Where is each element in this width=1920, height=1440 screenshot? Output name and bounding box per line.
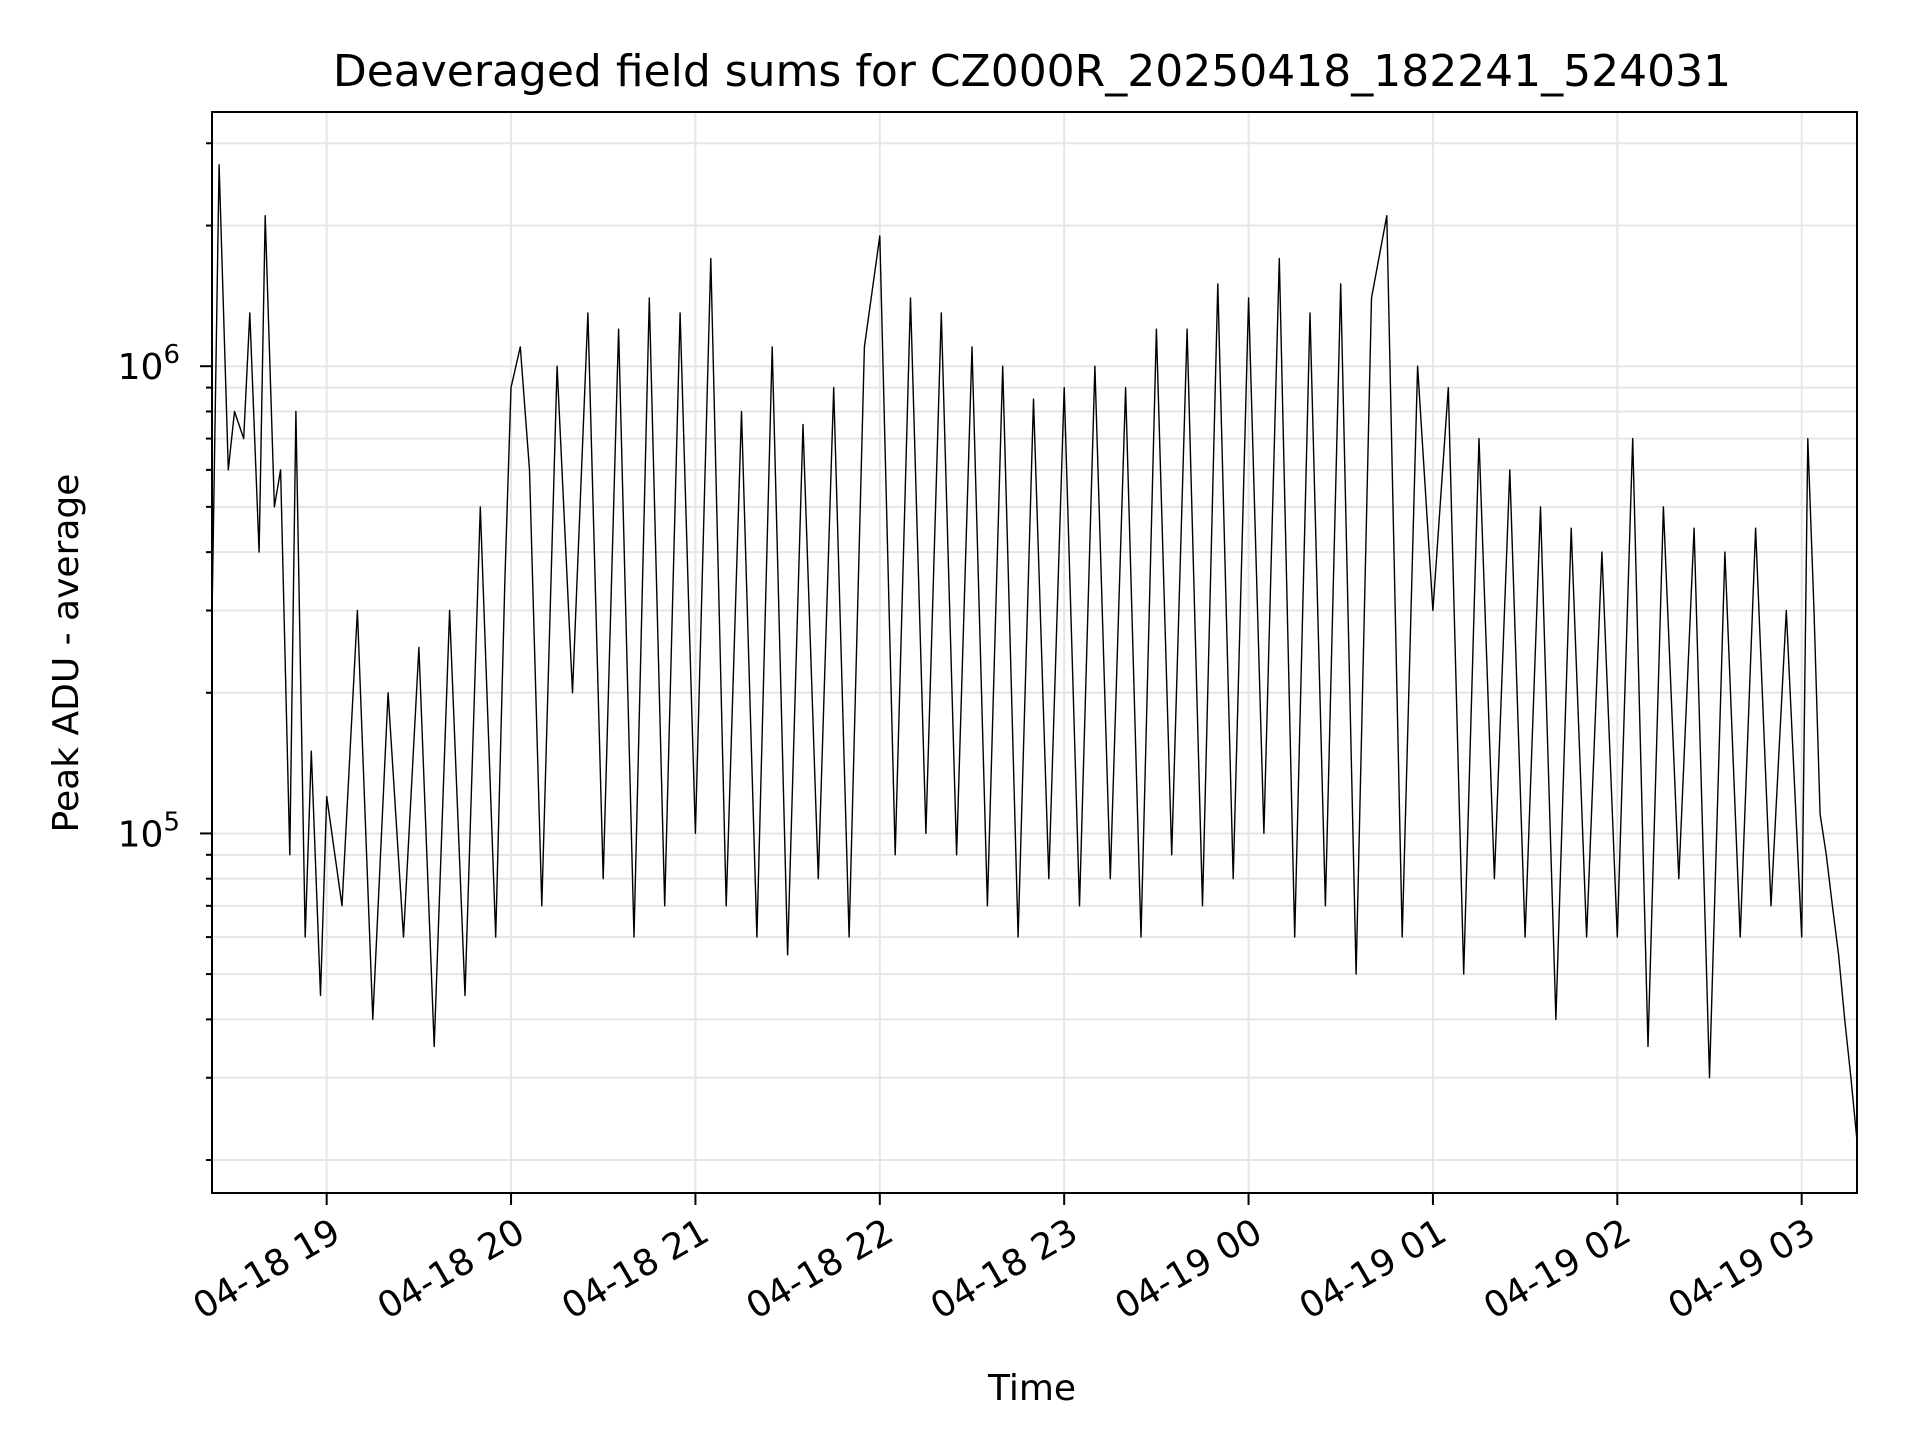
- plot-frame: [211, 111, 1858, 1194]
- y-axis-label: Peak ADU - average: [46, 474, 87, 833]
- y-tick-exponent: 6: [163, 340, 180, 370]
- data-series: [211, 163, 1858, 1141]
- y-tick-exponent: 5: [163, 807, 180, 837]
- series-line: [211, 163, 1858, 1141]
- y-tick-label: 105: [118, 807, 180, 855]
- y-tick-base: 10: [118, 814, 164, 855]
- chart-title: Deaveraged field sums for CZ000R_2025041…: [333, 46, 1731, 97]
- y-tick-base: 10: [118, 347, 164, 388]
- x-axis-label: Time: [987, 1368, 1076, 1409]
- y-tick-label: 106: [118, 340, 180, 388]
